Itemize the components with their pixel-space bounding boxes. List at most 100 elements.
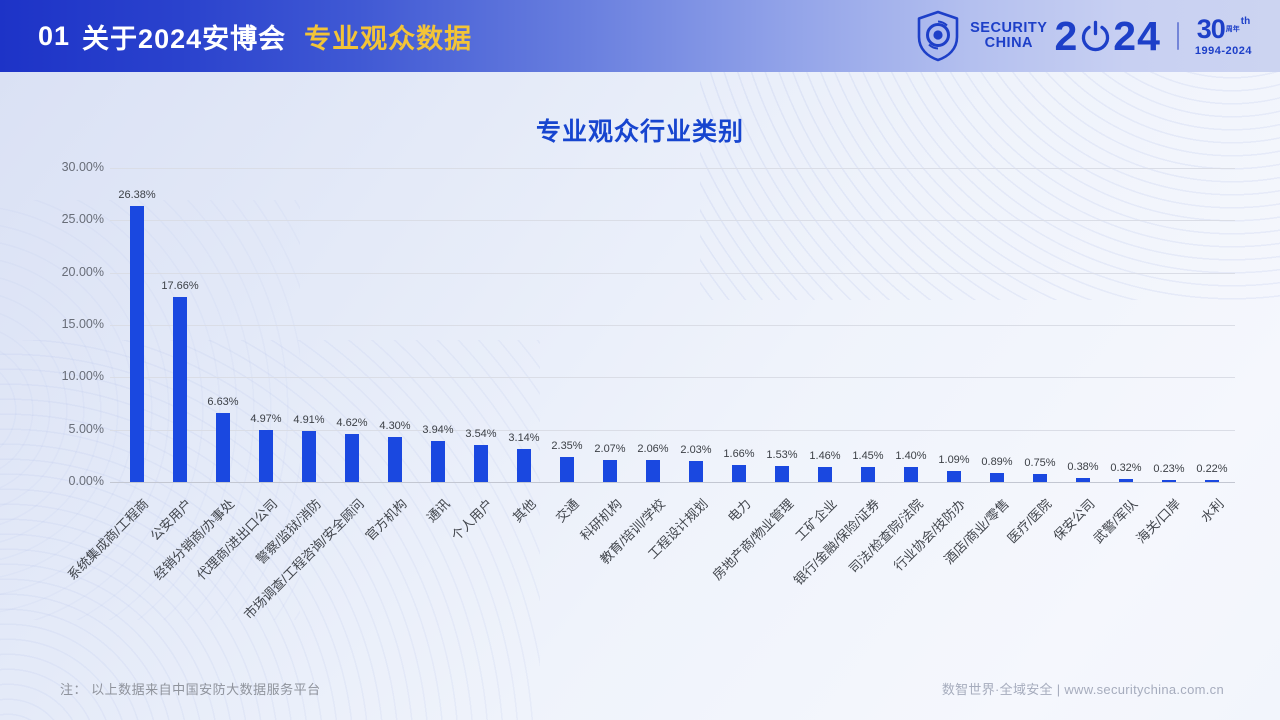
y-axis-tick-label: 0.00% xyxy=(68,474,104,488)
bar-0 xyxy=(130,205,144,482)
bar-value-label: 2.06% xyxy=(637,443,669,456)
bar-value-label: 4.30% xyxy=(379,419,411,432)
bar-20 xyxy=(990,472,1004,482)
x-axis-line xyxy=(110,482,1235,483)
x-axis-category-label: 医疗/医院 xyxy=(1004,496,1055,547)
year-digit-2: 2 xyxy=(1054,12,1079,59)
y-axis-tick-label: 5.00% xyxy=(68,421,104,436)
anniv-inner-label: 周年 xyxy=(1225,25,1240,33)
bar-value-label: 1.45% xyxy=(852,449,884,462)
anniv-number-0: 0 xyxy=(1210,13,1226,44)
section-number: 01 xyxy=(38,20,71,51)
bar-10 xyxy=(560,457,574,482)
y-axis-tick-label: 25.00% xyxy=(61,212,104,227)
y-gridline xyxy=(110,168,1235,169)
footer-source-note: 注： 以上数据来自中国安防大数据服务平台 xyxy=(60,682,321,697)
y-gridline xyxy=(110,272,1235,274)
x-axis-category-label: 交通 xyxy=(552,496,582,526)
bar-25 xyxy=(1205,479,1219,482)
bar-value-label: 1.09% xyxy=(938,453,970,466)
bar-value-label: 0.23% xyxy=(1153,462,1185,475)
x-axis-category-label: 系统集成商/工程商 xyxy=(65,496,152,583)
x-axis-category-label: 武警/军队 xyxy=(1090,496,1141,547)
anniv-th: th xyxy=(1240,15,1251,27)
y-gridline xyxy=(110,429,1235,431)
power-button-icon xyxy=(1082,20,1110,51)
bar-value-label: 0.22% xyxy=(1196,462,1228,475)
brand-name: SECURITY CHINA xyxy=(970,19,1048,51)
bar-value-label: 4.97% xyxy=(250,412,282,425)
bar-value-label: 26.38% xyxy=(118,188,156,201)
y-axis-tick-label: 30.00% xyxy=(61,160,104,174)
bar-17 xyxy=(861,466,875,482)
bar-13 xyxy=(689,460,703,482)
bar-value-label: 2.07% xyxy=(594,443,626,456)
bar-19 xyxy=(947,470,961,482)
bar-14 xyxy=(732,464,746,482)
y-axis-tick-label: 20.00% xyxy=(61,264,104,279)
bar-value-label: 6.63% xyxy=(207,395,239,408)
bar-22 xyxy=(1076,478,1090,482)
brand-line2: CHINA xyxy=(984,35,1034,51)
bar-value-label: 0.32% xyxy=(1110,461,1142,474)
bar-value-label: 17.66% xyxy=(161,280,199,293)
bar-value-label: 0.75% xyxy=(1024,457,1056,470)
year-digits-24: 24 xyxy=(1113,12,1161,59)
bar-value-label: 3.54% xyxy=(465,427,497,440)
anniv-number-3: 3 xyxy=(1196,13,1212,44)
chart-title: 专业观众行业类别 xyxy=(535,118,744,146)
section-title: 关于2024安博会 xyxy=(82,23,287,54)
bar-7 xyxy=(431,440,445,482)
section-subtitle: 专业观众数据 xyxy=(304,23,473,54)
bar-value-label: 0.38% xyxy=(1067,461,1099,474)
anniversary-30th-logo: 3 0 周年 th 1994-2024 xyxy=(1194,13,1252,57)
y-gridline xyxy=(110,377,1235,379)
bar-18 xyxy=(904,467,918,482)
brand-line1: SECURITY xyxy=(970,19,1048,36)
bar-value-label: 4.91% xyxy=(293,413,325,426)
bar-21 xyxy=(1033,474,1047,482)
bar-value-label: 3.14% xyxy=(508,432,540,445)
bar-value-label: 0.89% xyxy=(981,455,1013,468)
y-gridline xyxy=(110,220,1235,222)
bar-value-label: 4.62% xyxy=(336,416,368,429)
x-axis-category-label: 水利 xyxy=(1197,496,1227,526)
bar-6 xyxy=(388,436,402,482)
bar-11 xyxy=(603,460,617,482)
x-axis-category-label: 官方机构 xyxy=(362,496,410,544)
bar-1 xyxy=(173,297,187,482)
bar-24 xyxy=(1162,479,1176,482)
year-2024: 2 24 xyxy=(1054,12,1161,59)
bar-2 xyxy=(216,412,230,482)
bar-23 xyxy=(1119,478,1133,482)
logo-divider xyxy=(1176,22,1179,50)
y-gridline xyxy=(110,325,1235,326)
bar-value-label: 1.40% xyxy=(895,450,927,463)
bar-value-label: 2.35% xyxy=(551,440,583,453)
anniv-years: 1994-2024 xyxy=(1194,44,1252,57)
footer-brand-url: 数智世界·全域安全 | www.securitychina.com.cn xyxy=(941,682,1224,697)
bar-8 xyxy=(474,444,488,482)
x-axis-category-label: 电力 xyxy=(724,496,754,526)
bar-value-label: 1.46% xyxy=(809,449,841,462)
bar-3 xyxy=(259,429,273,482)
security-china-logo: SECURITY CHINA 2 24 3 0 周年 th 1994- xyxy=(915,0,1252,72)
header-band: 01 关于2024安博会 专业观众数据 SECURITY CHINA 2 xyxy=(0,0,1280,72)
bar-value-label: 1.66% xyxy=(723,447,755,460)
x-axis-category-label: 个人用户 xyxy=(448,496,496,544)
bar-value-label: 2.03% xyxy=(680,443,712,456)
x-axis-category-label: 通讯 xyxy=(423,496,453,526)
page-title: 01 关于2024安博会 专业观众数据 xyxy=(38,0,472,72)
bar-12 xyxy=(646,460,660,482)
y-axis-tick-label: 10.00% xyxy=(61,369,104,384)
y-axis-tick-label: 15.00% xyxy=(61,317,104,331)
x-axis-category-label: 海关/口岸 xyxy=(1133,496,1184,547)
bar-15 xyxy=(775,465,789,482)
bar-4 xyxy=(302,430,316,482)
shield-logo-icon xyxy=(917,10,959,62)
bar-value-label: 1.53% xyxy=(766,448,798,461)
x-axis-category-label: 其他 xyxy=(509,496,539,526)
bar-value-label: 3.94% xyxy=(422,423,454,436)
